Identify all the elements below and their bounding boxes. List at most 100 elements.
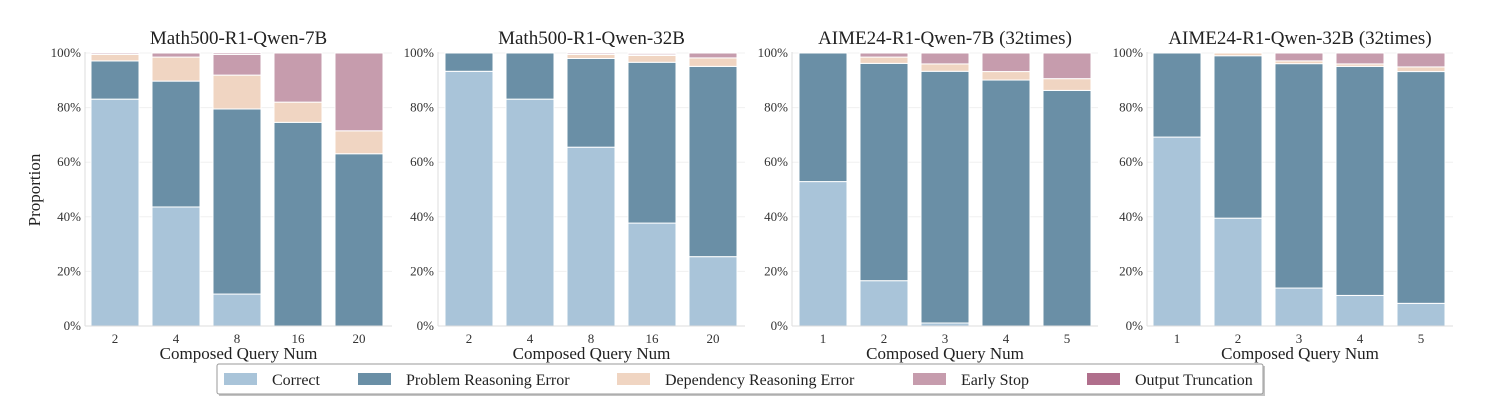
y-tick-label: 80% <box>57 100 81 115</box>
bar-segment-dependency-reasoning-error <box>273 101 323 123</box>
y-tick-label: 40% <box>57 209 81 224</box>
panel-2: 0% 20% 40% 60% 80% 100% 2 4 8 16 20 Math500-R1-Qwen… <box>404 28 745 363</box>
panel-1: 0% 20% 40% 60% 80% 100% 2 4 8 16 20 Math500-R1-Qwen… <box>51 28 392 363</box>
bar-segment-correct <box>505 98 555 327</box>
bar-segment-problem-reasoning-error <box>627 61 677 224</box>
bar-segment-problem-reasoning-error <box>444 52 494 72</box>
bar-segment-correct <box>1396 302 1446 327</box>
legend-label: Problem Reasoning Error <box>406 372 570 389</box>
legend: Correct Problem Reasoning Error Dependency… <box>216 363 1265 396</box>
y-axis-label: Proportion <box>25 153 44 226</box>
x-tick-label: 16 <box>646 331 660 346</box>
legend-swatch <box>1087 373 1120 385</box>
x-tick-label: 2 <box>1235 331 1242 346</box>
bar-segment-problem-reasoning-error <box>212 108 262 295</box>
legend-swatch <box>913 373 946 385</box>
bar-segment-correct <box>212 293 262 327</box>
bar-segment-early-stop <box>920 52 970 65</box>
legend-label: Correct <box>272 372 321 389</box>
x-tick-label: 5 <box>1418 331 1425 346</box>
bar-segment-problem-reasoning-error <box>1042 89 1092 327</box>
bar-segment-problem-reasoning-error <box>1274 63 1324 289</box>
bar-segment-early-stop <box>334 52 384 132</box>
x-axis-label: Composed Query Num <box>1221 344 1379 363</box>
bar-segment-correct <box>90 98 140 327</box>
bar-segment-correct <box>444 70 494 327</box>
bar-segment-dependency-reasoning-error <box>688 57 738 67</box>
y-tick-label: 100% <box>1113 45 1144 60</box>
bar-segment-dependency-reasoning-error <box>151 56 201 82</box>
bar-segment-dependency-reasoning-error <box>334 130 384 155</box>
bar-segment-correct <box>566 146 616 327</box>
y-tick-label: 100% <box>404 45 435 60</box>
legend-label: Dependency Reasoning Error <box>665 372 855 389</box>
panel-4: 0% 20% 40% 60% 80% 100% 1 2 3 4 5 AIME24-R1-Qwen-32… <box>1113 28 1453 363</box>
bar-segment-dependency-reasoning-error <box>212 74 262 110</box>
bar-segment-correct <box>627 222 677 327</box>
x-tick-label: 1 <box>1174 331 1181 346</box>
y-tick-label: 20% <box>1119 263 1143 278</box>
legend-item: Dependency Reasoning Error <box>617 372 855 389</box>
bar-segment-early-stop <box>273 52 323 103</box>
bar-segment-problem-reasoning-error <box>566 57 616 148</box>
bar-segment-early-stop <box>1042 52 1092 80</box>
bar-segment-problem-reasoning-error <box>688 65 738 258</box>
y-tick-label: 0% <box>64 318 82 333</box>
x-tick-label: 3 <box>1296 331 1303 346</box>
bar-segment-dependency-reasoning-error <box>1042 78 1092 91</box>
panel-title: AIME24-R1-Qwen-32B (32times) <box>1168 28 1431 49</box>
x-tick-label: 4 <box>1003 331 1010 346</box>
bar-segment-early-stop <box>1396 52 1446 68</box>
panel-title: Math500-R1-Qwen-32B <box>498 28 685 49</box>
bar-segment-problem-reasoning-error <box>1213 55 1263 219</box>
bar-segment-dependency-reasoning-error <box>1396 66 1446 73</box>
y-tick-label: 100% <box>758 45 789 60</box>
bar-segment-problem-reasoning-error <box>334 153 384 327</box>
bar-segment-correct <box>1213 217 1263 327</box>
bar-segment-correct <box>688 256 738 327</box>
bar-segment-problem-reasoning-error <box>920 70 970 324</box>
bar-segment-problem-reasoning-error <box>273 121 323 327</box>
panel-3: 0% 20% 40% 60% 80% 100% 1 2 3 4 5 AIME24-R1-Qwen-7B… <box>758 28 1098 363</box>
y-tick-label: 20% <box>764 263 788 278</box>
y-tick-label: 80% <box>764 100 788 115</box>
bar-segment-correct <box>1335 294 1385 327</box>
bar-segment-problem-reasoning-error <box>151 80 201 208</box>
y-tick-label: 40% <box>764 209 788 224</box>
bar-segment-problem-reasoning-error <box>981 79 1031 327</box>
legend-item: Output Truncation <box>1087 372 1253 389</box>
y-tick-label: 40% <box>410 209 434 224</box>
bar-segment-early-stop <box>90 52 140 55</box>
legend-label: Output Truncation <box>1135 372 1253 389</box>
legend-swatch <box>617 373 650 385</box>
x-tick-label: 1 <box>820 331 827 346</box>
bar-segment-output-truncation <box>627 52 677 55</box>
bar-segment-dependency-reasoning-error <box>627 54 677 63</box>
x-tick-label: 4 <box>1357 331 1364 346</box>
x-tick-label: 16 <box>292 331 306 346</box>
bar-segment-early-stop <box>1274 52 1324 62</box>
bar-segment-correct <box>798 181 848 327</box>
x-axis-label: Composed Query Num <box>513 344 671 363</box>
y-tick-label: 20% <box>410 263 434 278</box>
bar-segment-correct <box>859 280 909 327</box>
bar-segment-early-stop <box>151 52 201 58</box>
x-tick-label: 2 <box>466 331 473 346</box>
x-tick-label: 2 <box>881 331 888 346</box>
x-tick-label: 4 <box>173 331 180 346</box>
legend-item: Early Stop <box>913 372 1029 389</box>
bar-segment-dependency-reasoning-error <box>859 56 909 64</box>
bar-segment-dependency-reasoning-error <box>920 63 970 72</box>
bar-segment-problem-reasoning-error <box>1152 52 1202 138</box>
y-tick-label: 60% <box>410 154 434 169</box>
bar-segment-early-stop <box>1335 52 1385 65</box>
y-tick-label: 100% <box>51 45 82 60</box>
bar-segment-problem-reasoning-error <box>1396 71 1446 304</box>
bar-segment-dependency-reasoning-error <box>566 53 616 59</box>
y-tick-label: 0% <box>417 318 435 333</box>
x-tick-label: 4 <box>527 331 534 346</box>
legend-swatch <box>224 373 257 385</box>
y-tick-label: 60% <box>764 154 788 169</box>
bar-segment-problem-reasoning-error <box>90 60 140 100</box>
bar-segment-dependency-reasoning-error <box>1213 52 1263 57</box>
